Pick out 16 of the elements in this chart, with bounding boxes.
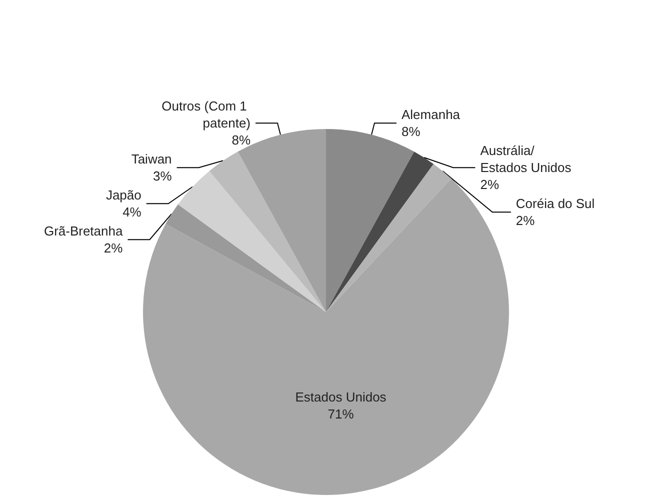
data-label: 2% — [516, 213, 536, 228]
data-label: 2% — [104, 240, 124, 256]
slice-label: Japão — [106, 188, 142, 203]
data-label: 4% — [122, 204, 142, 220]
slice-label: Austrália/ Estados Unidos — [480, 143, 572, 176]
slice-label: Estados Unidos — [295, 389, 387, 404]
slice-label: Coréia do Sul — [516, 196, 595, 212]
slice-label: Outros (Com 1 patente) — [162, 98, 251, 131]
data-label: 8% — [232, 132, 251, 148]
data-label: 3% — [152, 168, 172, 184]
data-label: 2% — [480, 177, 500, 192]
data-label: 71% — [328, 406, 354, 422]
slice-label: Taiwan — [131, 152, 172, 167]
slice-label: Alemanha — [401, 107, 461, 122]
slice-label: Grã-Bretanha — [44, 224, 124, 239]
data-label: 8% — [401, 124, 421, 140]
